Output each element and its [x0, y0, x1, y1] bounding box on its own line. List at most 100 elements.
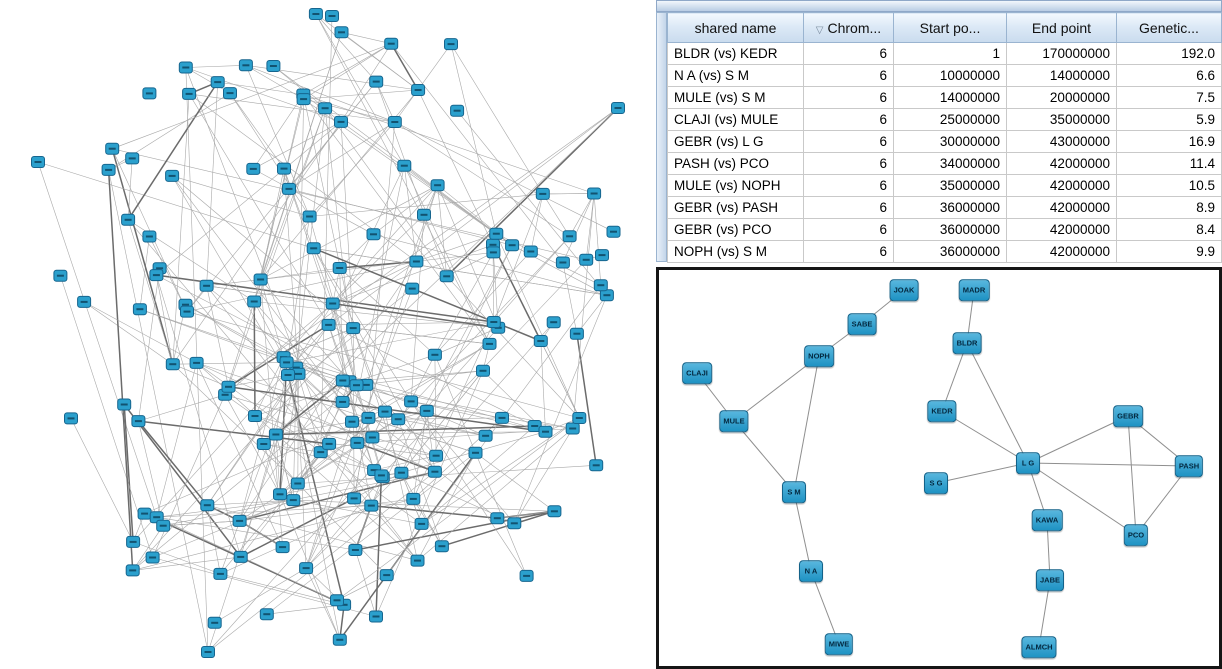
network-node[interactable] — [332, 262, 347, 274]
network-edge[interactable] — [353, 472, 402, 499]
network-node[interactable] — [427, 465, 442, 478]
network-node[interactable] — [486, 316, 501, 328]
network-node[interactable] — [266, 60, 281, 72]
network-edge[interactable] — [139, 308, 350, 382]
network-node[interactable] — [145, 551, 160, 564]
network-edge[interactable] — [229, 92, 310, 217]
network-edge[interactable] — [156, 499, 294, 518]
network-edge[interactable] — [328, 443, 375, 471]
network-edge[interactable] — [397, 419, 443, 547]
network-node[interactable] — [486, 246, 501, 259]
network-node[interactable] — [31, 156, 45, 168]
network-edge[interactable] — [450, 43, 544, 195]
cell-value[interactable]: 36000000 — [893, 196, 1007, 219]
network-edge[interactable] — [315, 13, 405, 166]
network-node[interactable] — [302, 210, 317, 223]
network-edge[interactable] — [417, 428, 573, 561]
network-edge[interactable] — [303, 43, 392, 100]
network-edge[interactable] — [186, 261, 417, 312]
subnetwork-node-almch[interactable]: ALMCH — [1021, 636, 1057, 658]
table-row[interactable]: CLAJI (vs) MULE 6 25000000 35000000 5.9 — [667, 108, 1222, 131]
network-edge[interactable] — [245, 65, 395, 123]
network-edge[interactable] — [275, 434, 294, 501]
subnetwork-edge[interactable] — [1135, 465, 1190, 536]
network-edge[interactable] — [220, 573, 345, 606]
network-edge[interactable] — [585, 193, 595, 260]
network-edge[interactable] — [283, 168, 357, 386]
table-left-scrollbar[interactable] — [656, 12, 667, 262]
network-edge[interactable] — [245, 65, 304, 100]
network-edge[interactable] — [416, 107, 619, 262]
cell-value[interactable]: 35000000 — [893, 174, 1007, 197]
network-edge[interactable] — [239, 470, 436, 522]
network-edge[interactable] — [185, 67, 231, 94]
network-edge[interactable] — [172, 363, 299, 484]
subnetwork-node-pash[interactable]: PASH — [1174, 455, 1204, 477]
network-edge[interactable] — [298, 373, 384, 478]
network-edge[interactable] — [373, 234, 607, 296]
network-edge[interactable] — [530, 193, 544, 252]
network-edge[interactable] — [446, 252, 494, 277]
network-edge[interactable] — [260, 267, 340, 280]
cell-value[interactable]: 42000000 — [1006, 240, 1117, 263]
network-edge[interactable] — [352, 328, 402, 473]
network-edge[interactable] — [313, 248, 436, 472]
cell-value[interactable]: 6 — [803, 240, 894, 263]
network-node[interactable] — [232, 514, 247, 527]
network-node[interactable] — [519, 569, 534, 582]
table-row[interactable]: MULE (vs) S M 6 14000000 20000000 7.5 — [667, 86, 1222, 109]
network-node[interactable] — [482, 337, 497, 350]
cell-value[interactable]: 170000000 — [1006, 42, 1117, 65]
subnetwork-node-gebr[interactable]: GEBR — [1113, 405, 1143, 427]
network-edge[interactable] — [239, 520, 283, 548]
network-edge[interactable] — [404, 165, 417, 262]
network-node[interactable] — [105, 142, 120, 155]
network-edge[interactable] — [279, 451, 321, 495]
subnetwork-edge[interactable] — [733, 420, 795, 493]
cell-value[interactable]: 36000000 — [893, 218, 1007, 241]
network-edge[interactable] — [410, 214, 425, 402]
network-edge[interactable] — [303, 94, 490, 345]
network-edge[interactable] — [253, 121, 342, 170]
network-edge[interactable] — [206, 285, 229, 387]
network-edge[interactable] — [336, 574, 387, 601]
network-node[interactable] — [330, 594, 344, 607]
network-edge[interactable] — [375, 81, 396, 123]
network-edge[interactable] — [137, 420, 208, 506]
network-node[interactable] — [410, 554, 425, 567]
network-node[interactable] — [322, 437, 337, 450]
network-node[interactable] — [325, 297, 340, 310]
network-edge[interactable] — [260, 168, 285, 280]
cell-shared-name[interactable]: GEBR (vs) L G — [667, 130, 804, 153]
network-edge[interactable] — [138, 420, 330, 445]
network-edge[interactable] — [437, 185, 447, 277]
network-edge[interactable] — [315, 13, 377, 82]
table-row[interactable]: N A (vs) S M 6 10000000 14000000 6.6 — [667, 64, 1222, 87]
network-node[interactable] — [156, 519, 171, 532]
network-edge[interactable] — [186, 311, 580, 419]
subnetwork-node-n-a[interactable]: N A — [799, 560, 823, 582]
network-edge[interactable] — [185, 304, 287, 363]
network-node[interactable] — [468, 446, 483, 459]
network-edge[interactable] — [421, 425, 535, 525]
network-edge[interactable] — [298, 99, 304, 374]
network-edge[interactable] — [254, 301, 499, 329]
network-node[interactable] — [126, 535, 141, 548]
network-node[interactable] — [125, 564, 140, 577]
subnetwork-edge[interactable] — [793, 355, 820, 493]
network-edge[interactable] — [493, 252, 499, 328]
network-node[interactable] — [335, 374, 350, 387]
network-edge[interactable] — [156, 516, 356, 551]
column-header-chromosome[interactable]: ▽ Chrom... — [803, 12, 894, 43]
network-edge[interactable] — [297, 380, 344, 484]
network-edge[interactable] — [437, 185, 499, 328]
network-edge[interactable] — [139, 308, 287, 363]
network-edge[interactable] — [434, 354, 527, 577]
network-edge[interactable] — [263, 443, 299, 484]
network-node[interactable] — [238, 59, 253, 72]
network-edge[interactable] — [260, 184, 438, 280]
network-node[interactable] — [538, 425, 553, 438]
network-edge[interactable] — [303, 94, 595, 194]
network-edge[interactable] — [220, 367, 297, 575]
network-node[interactable] — [417, 208, 431, 221]
